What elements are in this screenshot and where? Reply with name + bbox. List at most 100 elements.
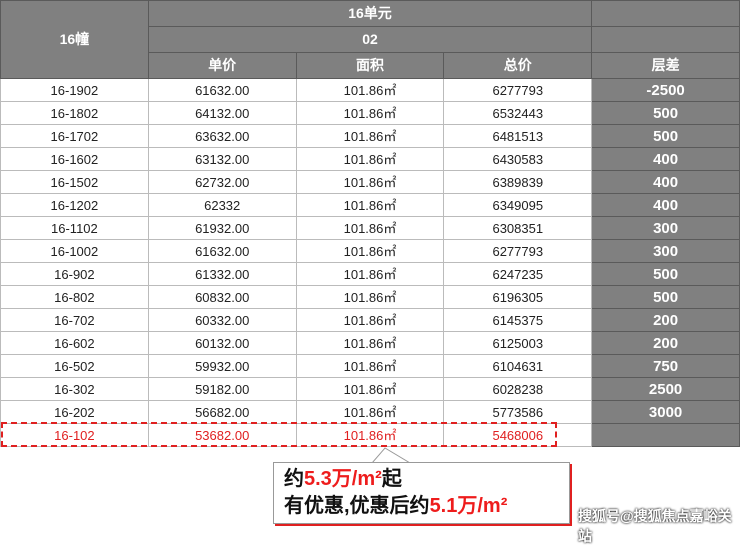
col-floor-diff: 层差 bbox=[591, 52, 740, 79]
table-row: 16-202 56682.00 101.86㎡ 5773586 3000 bbox=[0, 400, 740, 424]
unit-price: 59932.00 bbox=[147, 354, 297, 378]
col-area: 面积 bbox=[295, 52, 445, 79]
area: 101.86㎡ bbox=[295, 331, 445, 355]
area: 101.86㎡ bbox=[295, 285, 445, 309]
area: 101.86㎡ bbox=[295, 78, 445, 102]
table-row: 16-302 59182.00 101.86㎡ 6028238 2500 bbox=[0, 377, 740, 401]
area: 101.86㎡ bbox=[295, 239, 445, 263]
table-row: 16-802 60832.00 101.86㎡ 6196305 500 bbox=[0, 285, 740, 309]
area: 101.86㎡ bbox=[295, 124, 445, 148]
building-header: 16幢 bbox=[0, 0, 149, 79]
table-row: 16-1802 64132.00 101.86㎡ 6532443 500 bbox=[0, 101, 740, 125]
total-price: 6125003 bbox=[443, 331, 593, 355]
total-price: 6430583 bbox=[443, 147, 593, 171]
room-number: 16-702 bbox=[0, 308, 149, 332]
room-number: 16-502 bbox=[0, 354, 149, 378]
area: 101.86㎡ bbox=[295, 400, 445, 424]
table-row: 16-602 60132.00 101.86㎡ 6125003 200 bbox=[0, 331, 740, 355]
unit-price: 61932.00 bbox=[147, 216, 297, 240]
floor-diff: 200 bbox=[591, 331, 740, 355]
price-table: 16幢 16单元 02 单价 面积 总价 层差 16-1902 61632.00 10… bbox=[0, 0, 740, 447]
total-price: 6104631 bbox=[443, 354, 593, 378]
area: 101.86㎡ bbox=[295, 377, 445, 401]
total-price: 6349095 bbox=[443, 193, 593, 217]
unit-price: 59182.00 bbox=[147, 377, 297, 401]
floor-diff: 400 bbox=[591, 170, 740, 194]
total-price: 6196305 bbox=[443, 285, 593, 309]
floor-diff: 500 bbox=[591, 285, 740, 309]
unit-price: 56682.00 bbox=[147, 400, 297, 424]
price-callout: 约5.3万/m²起 有优惠,优惠后约5.1万/m² bbox=[273, 462, 570, 524]
room-number: 16-1102 bbox=[0, 216, 149, 240]
floor-diff: 400 bbox=[591, 193, 740, 217]
room-number: 16-802 bbox=[0, 285, 149, 309]
blank-header bbox=[591, 26, 740, 53]
floor-diff bbox=[591, 423, 740, 447]
table-row: 16-1502 62732.00 101.86㎡ 6389839 400 bbox=[0, 170, 740, 194]
table-row: 16-1202 62332 101.86㎡ 6349095 400 bbox=[0, 193, 740, 217]
total-price: 5773586 bbox=[443, 400, 593, 424]
callout-text: 约 bbox=[284, 468, 304, 490]
unit-price: 61632.00 bbox=[147, 239, 297, 263]
room-number: 16-602 bbox=[0, 331, 149, 355]
unit-price: 63132.00 bbox=[147, 147, 297, 171]
table-row: 16-502 59932.00 101.86㎡ 6104631 750 bbox=[0, 354, 740, 378]
total-price: 6247235 bbox=[443, 262, 593, 286]
floor-diff: 750 bbox=[591, 354, 740, 378]
area: 101.86㎡ bbox=[295, 354, 445, 378]
area: 101.86㎡ bbox=[295, 147, 445, 171]
room-number: 16-1202 bbox=[0, 193, 149, 217]
unit-price: 61632.00 bbox=[147, 78, 297, 102]
callout-text: 起 bbox=[381, 468, 402, 490]
area: 101.86㎡ bbox=[295, 101, 445, 125]
room-number: 16-1002 bbox=[0, 239, 149, 263]
room-header: 02 bbox=[147, 26, 593, 53]
table-row: 16-1602 63132.00 101.86㎡ 6430583 400 bbox=[0, 147, 740, 171]
total-price: 6028238 bbox=[443, 377, 593, 401]
floor-diff: 300 bbox=[591, 239, 740, 263]
unit-price: 60332.00 bbox=[147, 308, 297, 332]
unit-price: 62732.00 bbox=[147, 170, 297, 194]
unit-price: 60132.00 bbox=[147, 331, 297, 355]
unit-header: 16单元 bbox=[147, 0, 593, 27]
room-number: 16-1902 bbox=[0, 78, 149, 102]
total-price: 6277793 bbox=[443, 239, 593, 263]
table-row: 16-102 53682.00 101.86㎡ 5468006 bbox=[0, 423, 740, 447]
room-number: 16-202 bbox=[0, 400, 149, 424]
floor-diff: 2500 bbox=[591, 377, 740, 401]
area: 101.86㎡ bbox=[295, 170, 445, 194]
room-number: 16-1802 bbox=[0, 101, 149, 125]
unit-price: 61332.00 bbox=[147, 262, 297, 286]
room-number: 16-102 bbox=[0, 423, 149, 447]
col-unit-price: 单价 bbox=[147, 52, 297, 79]
floor-diff: 3000 bbox=[591, 400, 740, 424]
total-price: 6277793 bbox=[443, 78, 593, 102]
table-row: 16-702 60332.00 101.86㎡ 6145375 200 bbox=[0, 308, 740, 332]
table-row: 16-1102 61932.00 101.86㎡ 6308351 300 bbox=[0, 216, 740, 240]
unit-price: 63632.00 bbox=[147, 124, 297, 148]
table-row: 16-1002 61632.00 101.86㎡ 6277793 300 bbox=[0, 239, 740, 263]
floor-diff: 500 bbox=[591, 124, 740, 148]
room-number: 16-1602 bbox=[0, 147, 149, 171]
total-price: 6145375 bbox=[443, 308, 593, 332]
total-price: 6308351 bbox=[443, 216, 593, 240]
area: 101.86㎡ bbox=[295, 262, 445, 286]
area: 101.86㎡ bbox=[295, 216, 445, 240]
unit-price: 62332 bbox=[147, 193, 297, 217]
total-price: 6481513 bbox=[443, 124, 593, 148]
blank-header bbox=[591, 0, 740, 27]
callout-text: 有优惠,优惠后约 bbox=[284, 495, 430, 517]
unit-price: 60832.00 bbox=[147, 285, 297, 309]
floor-diff: 500 bbox=[591, 262, 740, 286]
callout-price: 5.3万/m² bbox=[304, 468, 382, 490]
unit-price: 53682.00 bbox=[147, 423, 297, 447]
watermark: 搜狐号@搜狐焦点嘉峪关站 bbox=[578, 508, 732, 544]
total-price: 6532443 bbox=[443, 101, 593, 125]
col-total-price: 总价 bbox=[443, 52, 593, 79]
room-number: 16-302 bbox=[0, 377, 149, 401]
area: 101.86㎡ bbox=[295, 308, 445, 332]
table-row: 16-1702 63632.00 101.86㎡ 6481513 500 bbox=[0, 124, 740, 148]
area: 101.86㎡ bbox=[295, 193, 445, 217]
table-row: 16-1902 61632.00 101.86㎡ 6277793 -2500 bbox=[0, 78, 740, 102]
total-price: 6389839 bbox=[443, 170, 593, 194]
